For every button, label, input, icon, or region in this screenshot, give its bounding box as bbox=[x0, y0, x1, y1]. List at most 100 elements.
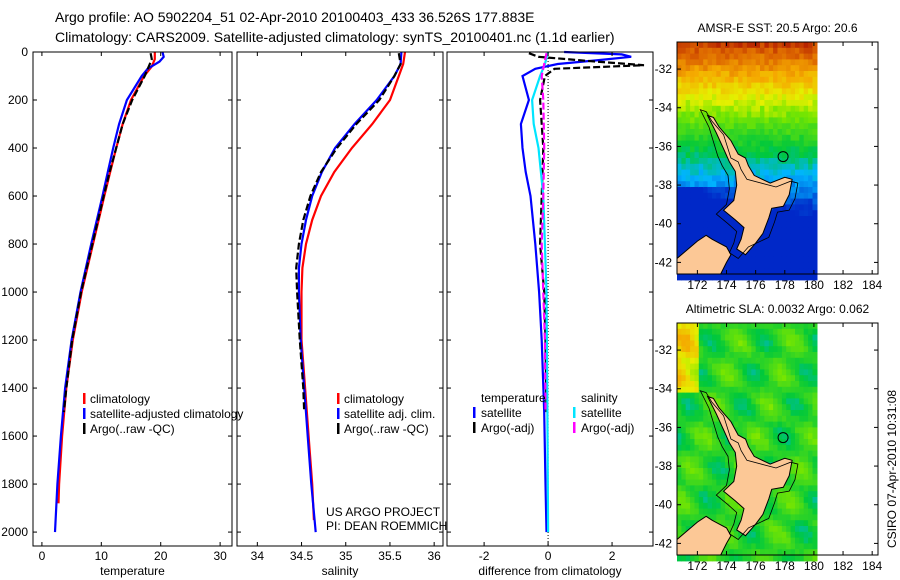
map-cell bbox=[786, 543, 792, 550]
map-cell bbox=[698, 146, 704, 153]
map-cell bbox=[742, 328, 748, 336]
map-cell bbox=[795, 491, 800, 498]
map-cell bbox=[812, 94, 818, 101]
map-cell bbox=[677, 468, 682, 475]
map-cell bbox=[773, 456, 779, 463]
x-tick-label: 176 bbox=[746, 278, 766, 292]
map-cell bbox=[685, 375, 691, 382]
map-cell bbox=[707, 328, 713, 336]
map-cell bbox=[803, 47, 809, 55]
map-cell bbox=[773, 47, 779, 55]
map-cell bbox=[677, 274, 682, 281]
map-cell bbox=[716, 198, 722, 205]
map-cell bbox=[795, 514, 800, 521]
map-cell bbox=[755, 105, 761, 113]
map-cell bbox=[685, 47, 691, 55]
map-cell bbox=[707, 129, 713, 136]
map-cell bbox=[777, 274, 783, 281]
map-cell bbox=[768, 404, 774, 411]
map-cell bbox=[720, 94, 726, 101]
map-cell bbox=[795, 71, 800, 78]
map-cell bbox=[764, 404, 770, 411]
map-title: Altimetric SLA: 0.0032 Argo: 0.062 bbox=[686, 302, 870, 316]
map-cell bbox=[786, 169, 792, 176]
map-cell bbox=[725, 352, 731, 359]
map-cell bbox=[755, 140, 761, 147]
map-cell bbox=[790, 181, 796, 188]
map-cell bbox=[729, 129, 735, 136]
map-cell bbox=[781, 328, 787, 336]
map-cell bbox=[707, 363, 713, 370]
map-cell bbox=[795, 100, 800, 107]
map-cell bbox=[755, 340, 761, 347]
map-cell bbox=[808, 134, 814, 142]
map-cell bbox=[786, 363, 792, 370]
map-cell bbox=[681, 42, 687, 49]
map-cell bbox=[742, 268, 748, 275]
map-cell bbox=[707, 181, 713, 188]
map-cell bbox=[738, 328, 744, 336]
map-cell bbox=[799, 169, 805, 176]
map-cell bbox=[812, 181, 818, 188]
map-cell bbox=[742, 76, 748, 84]
map-cell bbox=[803, 134, 809, 142]
map-cell bbox=[755, 352, 761, 359]
map-cell bbox=[707, 352, 713, 359]
map-cell bbox=[720, 398, 726, 405]
map-cell bbox=[755, 433, 761, 440]
map-cell bbox=[799, 433, 805, 440]
map-cell bbox=[746, 274, 752, 281]
map-cell bbox=[760, 88, 765, 95]
map-cell bbox=[725, 65, 731, 72]
map-cell bbox=[808, 163, 814, 171]
map-cell bbox=[777, 204, 783, 211]
map-cell bbox=[681, 71, 687, 78]
map-cell bbox=[781, 404, 787, 411]
map-cell bbox=[703, 134, 709, 142]
map-cell bbox=[751, 392, 757, 399]
map-cell bbox=[773, 123, 779, 130]
map-cell bbox=[698, 227, 704, 234]
map-cell bbox=[803, 245, 809, 252]
map-cell bbox=[795, 245, 800, 252]
map-cell bbox=[729, 514, 735, 521]
map-cell bbox=[694, 111, 700, 118]
map-cell bbox=[725, 555, 731, 562]
map-cell bbox=[808, 117, 814, 124]
map-cell bbox=[799, 53, 805, 60]
map-cell bbox=[677, 42, 682, 49]
map-cell bbox=[786, 485, 792, 492]
map-cell bbox=[733, 221, 739, 229]
map-cell bbox=[790, 485, 796, 492]
map-cell bbox=[690, 146, 696, 153]
map-cell bbox=[799, 129, 805, 136]
map-cell bbox=[712, 216, 717, 223]
map-cell bbox=[799, 198, 805, 205]
x-tick-label: 174 bbox=[717, 278, 737, 292]
map-cell bbox=[703, 274, 709, 281]
map-cell bbox=[681, 421, 687, 428]
map-cell bbox=[773, 88, 779, 95]
map-cell bbox=[764, 82, 770, 89]
map-cell bbox=[694, 508, 700, 515]
map-cell bbox=[812, 328, 818, 336]
map-cell bbox=[790, 123, 796, 130]
map-cell bbox=[729, 59, 735, 66]
map-cell bbox=[681, 204, 687, 211]
map-cell bbox=[781, 274, 787, 281]
map-cell bbox=[698, 439, 704, 446]
map-cell bbox=[712, 100, 717, 107]
map-cell bbox=[777, 491, 783, 498]
map-cell bbox=[707, 502, 713, 510]
map-cell bbox=[812, 410, 818, 417]
map-cell bbox=[707, 187, 713, 194]
map-cell bbox=[795, 381, 800, 388]
map-cell bbox=[694, 71, 700, 78]
map-cell bbox=[746, 537, 752, 544]
map-cell bbox=[681, 410, 687, 417]
x-tick-label: 10 bbox=[95, 549, 109, 563]
map-cell bbox=[799, 357, 805, 365]
map-cell bbox=[685, 169, 691, 176]
map-cell bbox=[777, 71, 783, 78]
map-cell bbox=[755, 117, 761, 124]
